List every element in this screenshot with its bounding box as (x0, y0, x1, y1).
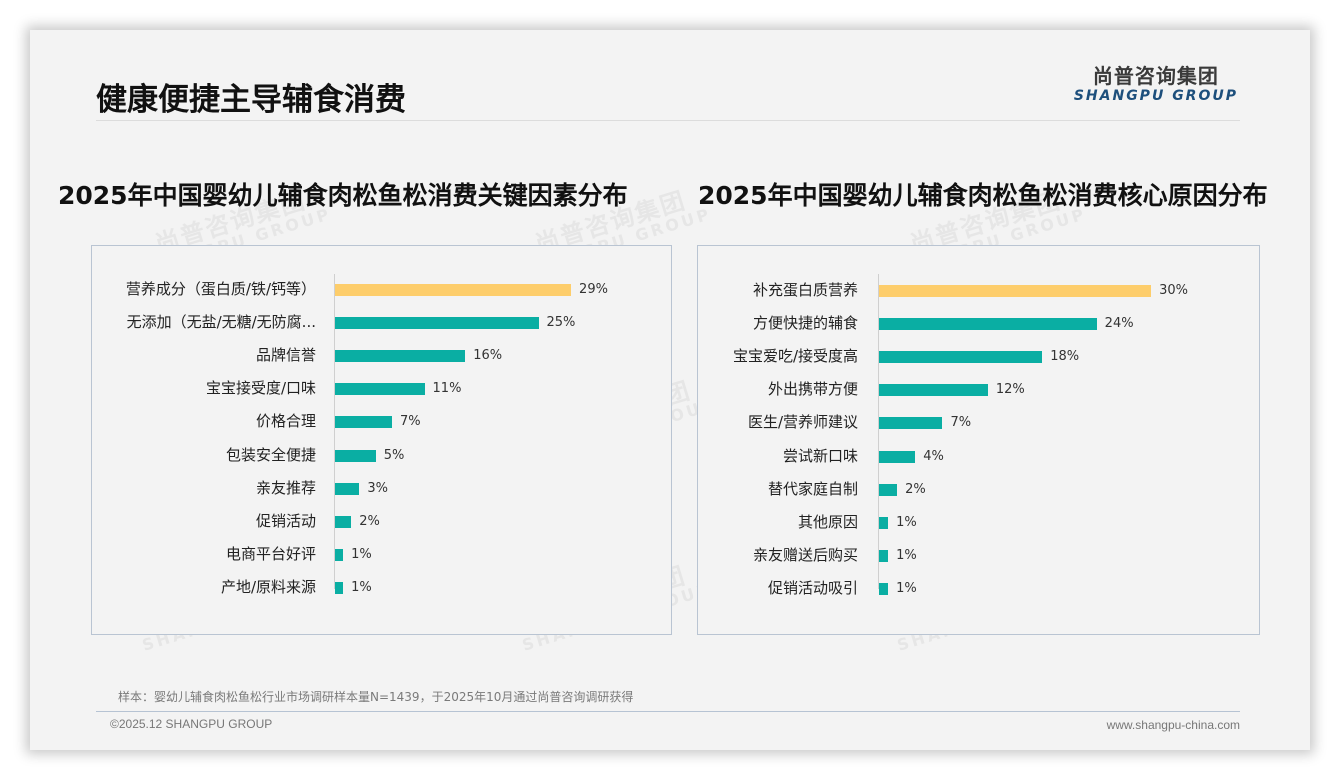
slide: 健康便捷主导辅食消费 尚普咨询集团 SHANGPU GROUP 尚普咨询集团 SH… (30, 30, 1310, 750)
bar-category-label: 补充蛋白质营养 (752, 281, 858, 299)
page-title: 健康便捷主导辅食消费 (96, 82, 406, 118)
bar-value-label: 1% (351, 579, 372, 595)
bar-value-label: 30% (1159, 283, 1188, 298)
bar-value-label: 1% (896, 514, 917, 530)
bar-category-label: 替代家庭自制 (767, 479, 858, 498)
bar-value-label: 4% (923, 448, 944, 464)
bar-value-label: 18% (1050, 349, 1080, 365)
bar-value-label: 3% (367, 480, 389, 496)
logo-chinese: 尚普咨询集团 (1092, 64, 1219, 88)
right-chart-title: 2025年中国婴幼儿辅食肉松鱼松消费核心原因分布 (698, 181, 1268, 210)
bar-category-label: 亲友推荐 (255, 478, 316, 497)
bar-category-label: 宝宝爱吃/接受度高 (732, 347, 858, 366)
bar-row: 价格合理 7% (92, 411, 671, 431)
bar (879, 483, 898, 496)
bar (879, 351, 1043, 364)
website-link[interactable]: www.shangpu-china.com (1106, 718, 1240, 732)
logo-english: SHANGPU GROUP (1073, 88, 1238, 104)
bar-row: 宝宝接受度/口味 11% (92, 378, 671, 398)
bar-value-label: 24% (1104, 316, 1134, 332)
title-divider (96, 120, 1240, 121)
bar (335, 284, 572, 296)
bar (335, 317, 539, 330)
bar-category-label: 无添加（无盐/无糖/无防腐... (126, 313, 316, 332)
bar-row: 促销活动 2% (92, 511, 671, 531)
bar-row: 亲友赠送后购买 1% (698, 545, 1259, 565)
bar (879, 417, 943, 430)
bar (879, 318, 1097, 331)
bar-row: 医生/营养师建议 7% (698, 412, 1259, 432)
bar-row: 包装安全便捷 5% (92, 445, 671, 465)
bar-value-label: 5% (383, 447, 405, 463)
bar (335, 581, 344, 594)
bar-category-label: 营养成分（蛋白质/铁/钙等） (125, 280, 316, 298)
bar-value-label: 29% (579, 282, 608, 297)
bar-category-label: 外出携带方便 (767, 380, 858, 399)
copyright: ©2025.12 SHANGPU GROUP (110, 717, 273, 731)
sample-note: 样本：婴幼儿辅食肉松鱼松行业市场调研样本量N=1439，于2025年10月通过尚… (118, 690, 634, 704)
bar-row: 促销活动吸引 1% (698, 578, 1259, 598)
bar (879, 516, 889, 529)
bar (879, 384, 988, 397)
bar-row: 电商平台好评 1% (92, 544, 671, 564)
bar-value-label: 11% (432, 381, 462, 397)
left-chart-panel: 营养成分（蛋白质/铁/钙等） 29% 无添加（无盐/无糖/无防腐... 25% 品牌信誉… (91, 245, 672, 635)
left-chart-axis (334, 274, 335, 589)
bar-category-label: 产地/原料来源 (220, 577, 316, 596)
bar-value-label: 25% (546, 315, 576, 331)
bar-row: 宝宝爱吃/接受度高 18% (698, 346, 1259, 366)
bar (335, 548, 344, 561)
bar-row: 无添加（无盐/无糖/无防腐... 25% (92, 312, 671, 332)
bar (335, 482, 360, 495)
bar-category-label: 亲友赠送后购买 (752, 545, 858, 564)
bar (879, 450, 916, 463)
bar-category-label: 促销活动吸引 (767, 578, 858, 597)
bar-category-label: 电商平台好评 (225, 544, 316, 563)
bar-category-label: 其他原因 (797, 512, 858, 531)
bar (335, 515, 352, 528)
bar-row: 品牌信誉 16% (92, 345, 671, 365)
bar-value-label: 2% (905, 481, 926, 497)
bar-row: 外出携带方便 12% (698, 379, 1259, 399)
bar (335, 383, 425, 396)
bar-row: 其他原因 1% (698, 512, 1259, 532)
footer-divider (96, 711, 1240, 712)
bar-category-label: 促销活动 (255, 511, 316, 530)
bar-category-label: 尝试新口味 (782, 446, 858, 465)
bar (879, 582, 889, 595)
bar (879, 285, 1152, 297)
bar-value-label: 7% (399, 414, 421, 430)
right-chart-axis (878, 274, 879, 589)
bar-value-label: 1% (351, 546, 372, 562)
bar-category-label: 品牌信誉 (255, 346, 316, 365)
bar-value-label: 2% (359, 513, 380, 529)
bar-row: 营养成分（蛋白质/铁/钙等） 29% (92, 279, 671, 299)
company-logo: 尚普咨询集团 SHANGPU GROUP (1074, 64, 1238, 104)
bar-row: 尝试新口味 4% (698, 446, 1259, 466)
bar-row: 产地/原料来源 1% (92, 577, 671, 597)
bar (335, 350, 466, 363)
bar-category-label: 宝宝接受度/口味 (205, 379, 316, 398)
bar-value-label: 1% (896, 580, 917, 596)
bar (335, 416, 392, 429)
bar-row: 方便快捷的辅食 24% (698, 313, 1259, 333)
bar-value-label: 1% (896, 547, 917, 563)
left-chart-title: 2025年中国婴幼儿辅食肉松鱼松消费关键因素分布 (58, 181, 628, 210)
bar (335, 449, 376, 462)
bar-category-label: 医生/营养师建议 (747, 413, 858, 432)
bar-value-label: 7% (950, 415, 972, 431)
bar-value-label: 16% (473, 348, 503, 364)
bar-value-label: 12% (995, 382, 1025, 398)
bar-row: 补充蛋白质营养 30% (698, 280, 1259, 300)
bar-category-label: 包装安全便捷 (225, 445, 316, 464)
bar-row: 替代家庭自制 2% (698, 479, 1259, 499)
bar (879, 549, 889, 562)
bar-category-label: 价格合理 (255, 412, 316, 431)
bar-category-label: 方便快捷的辅食 (752, 314, 858, 333)
right-chart-panel: 补充蛋白质营养 30% 方便快捷的辅食 24% 宝宝爱吃/接受度高 18% 外出携带方便 12… (697, 245, 1260, 635)
bar-row: 亲友推荐 3% (92, 478, 671, 498)
